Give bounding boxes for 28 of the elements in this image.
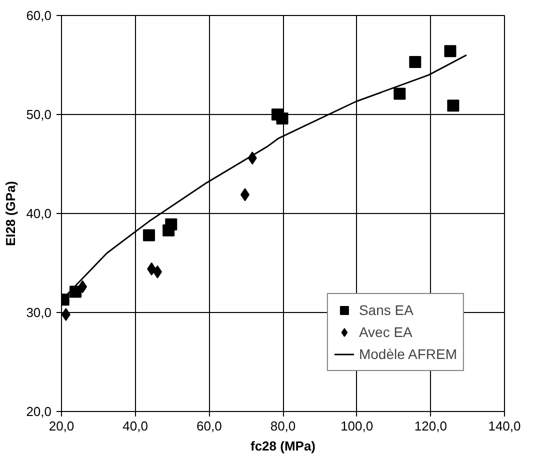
legend-label: Modèle AFREM	[358, 346, 457, 362]
x-tick-label: 80,0	[270, 418, 296, 434]
point	[142, 229, 155, 242]
point	[240, 188, 250, 202]
point	[276, 112, 288, 124]
y-axis-title: EI28 (GPa)	[3, 180, 18, 246]
point	[78, 280, 88, 294]
y-tick-label: 20,0	[26, 404, 52, 419]
x-tick-label: 20,0	[48, 418, 74, 434]
point	[394, 88, 406, 100]
y-tick-label: 30,0	[26, 305, 52, 320]
x-axis-title: fc28 (MPa)	[250, 438, 316, 454]
legend-label: Sans EA	[358, 302, 414, 318]
x-tick-label: 120,0	[414, 418, 447, 434]
x-tick-label: 140,0	[488, 418, 521, 434]
x-tick-label: 40,0	[122, 418, 148, 434]
point	[152, 265, 162, 278]
x-tick-label: 100,0	[340, 418, 374, 434]
y-tick-label: 50,0	[26, 107, 52, 122]
point	[444, 45, 456, 58]
point	[447, 100, 460, 112]
x-tick-label: 60,0	[196, 418, 222, 434]
legend-label: Avec EA	[358, 324, 412, 340]
point	[165, 218, 178, 230]
point	[147, 262, 156, 276]
point	[409, 56, 422, 68]
y-tick-label: 40,0	[26, 206, 52, 221]
y-tick-label: 60,0	[26, 8, 52, 23]
